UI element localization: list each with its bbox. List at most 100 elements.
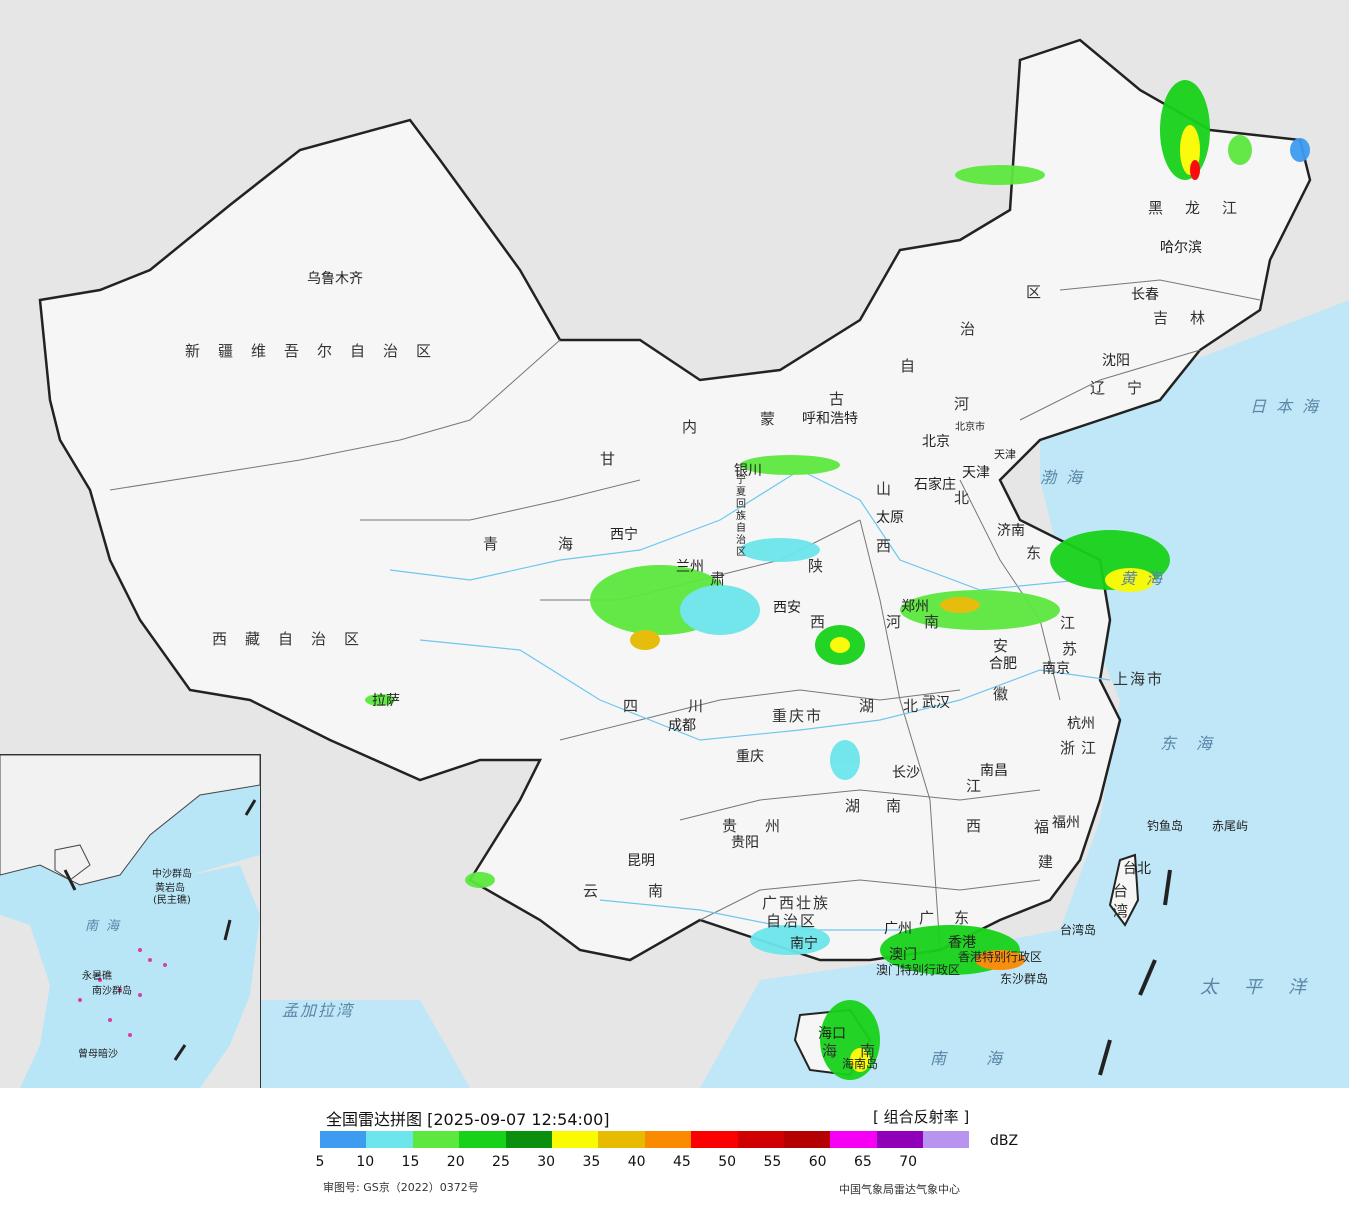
city-urumqi: 乌鲁木齐: [307, 271, 363, 287]
color-bar-tick: 35: [582, 1154, 601, 1170]
label-jilin: 吉林: [1153, 309, 1228, 327]
color-swatch: [459, 1131, 506, 1148]
label-anhui-2: 徽: [993, 685, 1027, 703]
label-taiwan-1: 台: [1113, 882, 1147, 900]
inset-huangyan: 黄岩岛: [155, 883, 185, 894]
color-swatch: [830, 1131, 877, 1148]
color-swatch: [320, 1131, 367, 1148]
color-bar-tick: 40: [627, 1154, 646, 1170]
unit-label: dBZ: [990, 1133, 1019, 1149]
city-zhengzhou: 郑州: [901, 599, 929, 615]
city-hefei: 合肥: [989, 656, 1017, 672]
label-fujian-2: 建: [1038, 853, 1072, 871]
label-tianjin-shi: 天津: [994, 448, 1016, 461]
label-hk-sar: 香港特别行政区: [958, 950, 1043, 964]
color-bar: [320, 1131, 970, 1148]
city-xian: 西安: [773, 600, 801, 616]
label-jiangsu-2: 苏: [1062, 640, 1096, 658]
label-beijing-shi: 北京市: [955, 422, 985, 433]
city-changsha: 长沙: [892, 765, 920, 781]
label-shandong-dong: 东: [1026, 544, 1060, 562]
label-guangdong-2: 东: [954, 909, 988, 927]
map-approval-number: 审图号: GS京（2022）0372号: [323, 1181, 479, 1194]
label-sichuan: 四川: [623, 697, 754, 715]
color-swatch: [644, 1131, 692, 1148]
city-harbin: 哈尔滨: [1160, 240, 1202, 256]
label-jiangxi-2: 西: [966, 817, 1000, 835]
label-anhui-1: 安: [993, 637, 1027, 655]
city-hongkong: 香港: [948, 935, 976, 951]
color-bar-tick: 10: [356, 1154, 375, 1170]
label-yunnan: 云南: [583, 882, 714, 900]
sea-south: 南海: [930, 1049, 1043, 1068]
color-bar-tick: 55: [763, 1154, 782, 1170]
island-taiwan: 台湾岛: [1060, 923, 1097, 937]
city-nanning: 南宁: [790, 936, 818, 952]
label-jiangsu-1: 江: [1060, 614, 1094, 632]
inset-zengmu: 曾母暗沙: [78, 1049, 118, 1060]
label-macau-sar: 澳门特别行政区: [876, 963, 961, 977]
label-meng: 蒙: [760, 410, 794, 428]
color-swatch: [783, 1131, 831, 1148]
inset-yongshu: 永暑礁: [82, 971, 112, 982]
label-zhi: 治: [960, 320, 994, 338]
color-swatch: [691, 1131, 738, 1148]
city-wuhan: 武汉: [922, 695, 950, 711]
label-ningxia: 宁夏回族自治区: [736, 475, 746, 558]
label-shaanxi-1: 陕: [808, 557, 842, 575]
label-guangdong-1: 广: [919, 909, 953, 927]
city-haikou: 海口: [818, 1026, 846, 1042]
legend-panel: 全国雷达拼图 [2025-09-07 12:54:00] [ 组合反射率 ] d…: [0, 1088, 1349, 1208]
inset-minzhu: (民主礁): [153, 895, 191, 906]
south-china-sea-inset: 南海 中沙群岛 黄岩岛 (民主礁) 永暑礁 南沙群岛 曾母暗沙: [0, 754, 261, 1088]
inset-nansha: 南沙群岛: [92, 986, 132, 997]
sea-japan: 日本海: [1250, 397, 1329, 416]
color-bar-tick: 5: [315, 1154, 325, 1170]
label-su: 肃: [710, 570, 744, 588]
label-shan-xi-1: 山: [876, 480, 910, 498]
label-qu: 区: [1026, 283, 1060, 301]
city-hohhot: 呼和浩特: [802, 411, 858, 427]
label-hubei-1: 湖: [859, 697, 893, 715]
color-swatch: [923, 1131, 970, 1148]
color-bar-tick: 60: [808, 1154, 827, 1170]
color-bar-tick: 30: [537, 1154, 556, 1170]
color-bar-tick: 25: [492, 1154, 510, 1170]
color-bar-tick: 50: [718, 1154, 737, 1170]
city-lanzhou: 兰州: [676, 559, 704, 575]
color-bar-tick: 65: [853, 1154, 872, 1170]
label-hainan-1: 海: [822, 1042, 856, 1060]
label-hunan-2: 南: [886, 797, 920, 815]
color-swatch: [505, 1131, 552, 1148]
color-bar-tick: 70: [899, 1154, 918, 1170]
city-chongqing: 重庆: [736, 749, 764, 765]
label-liaoning: 辽宁: [1090, 379, 1165, 397]
color-bar-tick: 15: [401, 1154, 420, 1170]
island-dongsha: 东沙群岛: [1000, 972, 1049, 986]
product-name: [ 组合反射率 ]: [873, 1108, 970, 1126]
color-bar-tick: 45: [672, 1154, 691, 1170]
sea-bohai: 渤海: [1040, 468, 1093, 487]
city-changchun: 长春: [1131, 287, 1159, 303]
city-guiyang: 贵阳: [731, 835, 759, 851]
city-hangzhou: 杭州: [1067, 716, 1095, 732]
label-he-bei-1: 河: [954, 395, 988, 413]
label-jiangxi-1: 江: [966, 777, 1000, 795]
label-heilongjiang: 黑龙江: [1148, 199, 1260, 217]
island-hainan: 海南岛: [842, 1057, 879, 1071]
label-gu: 古: [829, 390, 863, 408]
city-lhasa: 拉萨: [372, 693, 400, 709]
color-swatch: [737, 1131, 784, 1148]
city-taipei: 台北: [1123, 861, 1151, 877]
organization-name: 中国气象局雷达气象中心: [839, 1183, 960, 1196]
city-beijing: 北京: [922, 434, 950, 450]
label-qinghai: 青海: [483, 535, 634, 553]
city-nanchang: 南昌: [980, 763, 1008, 779]
city-tianjin: 天津: [962, 465, 990, 481]
color-swatch: [551, 1131, 599, 1148]
city-jinan: 济南: [997, 523, 1025, 539]
inset-sea-south: 南海: [85, 919, 128, 934]
color-swatch: [876, 1131, 924, 1148]
label-shaanxi-2: 西: [810, 613, 844, 631]
sea-bengal: 孟加拉湾: [282, 1001, 355, 1020]
